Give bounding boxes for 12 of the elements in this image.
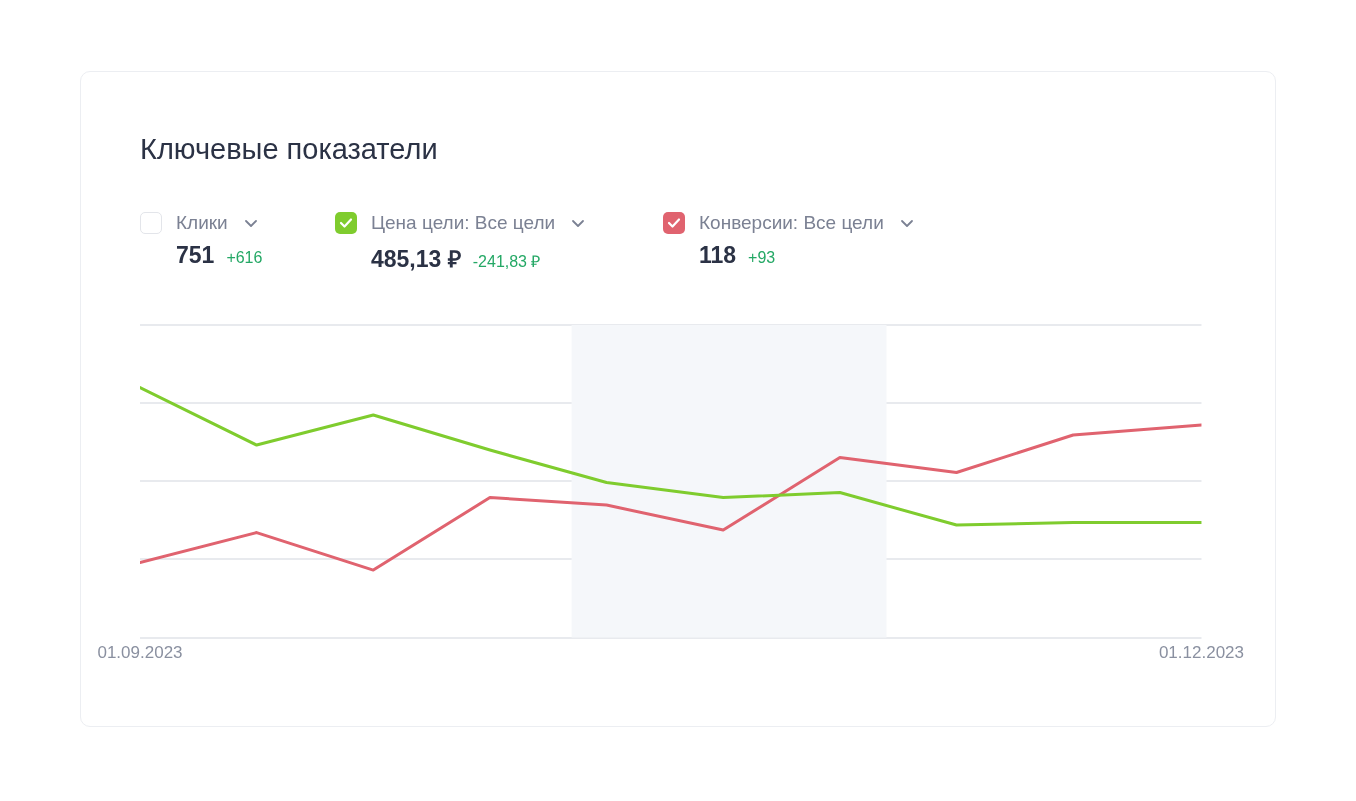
- text: 485,13 ₽: [371, 245, 461, 274]
- x-tick-label: 01.09.2023: [97, 643, 183, 663]
- text: 118: [699, 242, 737, 269]
- text: +93: [748, 249, 776, 267]
- legend-label: Конверсии: Все цели: [699, 212, 884, 234]
- text: 751: [176, 242, 215, 269]
- text: +616: [226, 249, 263, 267]
- text: Клики: [176, 212, 228, 234]
- text: -241,83 ₽: [472, 252, 541, 272]
- legend-label: Цена цели: Все цели: [371, 212, 556, 234]
- x-tick-label: 01.12.2023: [1158, 643, 1245, 663]
- chart-title: Ключевые показатели: [140, 133, 438, 166]
